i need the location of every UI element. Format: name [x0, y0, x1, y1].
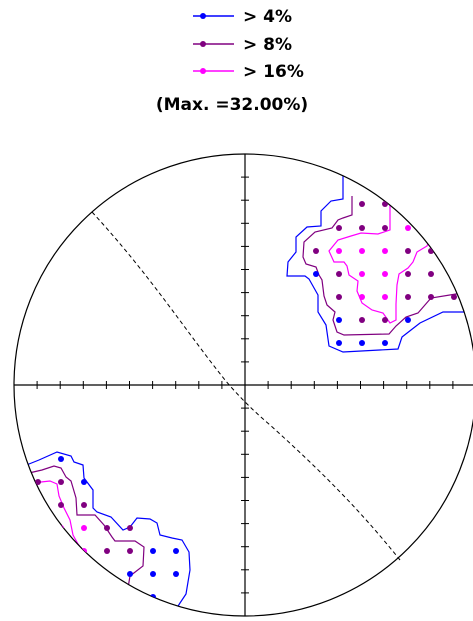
data-point: [104, 548, 110, 554]
legend-dot-purple: [200, 41, 206, 47]
data-point: [405, 294, 411, 300]
data-point: [359, 294, 365, 300]
data-point: [405, 317, 411, 323]
data-point: [81, 525, 87, 531]
data-point: [127, 594, 133, 600]
data-point: [313, 271, 319, 277]
data-point: [58, 456, 64, 462]
data-point: [173, 548, 179, 554]
data-point: [382, 201, 388, 207]
data-point: [359, 248, 365, 254]
data-point: [336, 294, 342, 300]
data-point: [58, 479, 64, 485]
data-point: [150, 548, 156, 554]
data-point: [359, 340, 365, 346]
data-point: [428, 271, 434, 277]
legend-label-16: > 16%: [243, 62, 304, 82]
data-point: [336, 248, 342, 254]
data-point: [150, 571, 156, 577]
data-point: [382, 294, 388, 300]
legend-item-4: > 4%: [193, 7, 292, 27]
contour-high-lower-left: [14, 480, 85, 581]
legend-item-8: > 8%: [193, 35, 292, 55]
legend-dot-blue: [200, 13, 206, 19]
contour-low-lower-left: [14, 451, 191, 616]
data-point: [405, 248, 411, 254]
max-label: (Max. =32.00%): [156, 95, 308, 115]
data-point: [382, 340, 388, 346]
density-contours: [14, 176, 473, 616]
data-point: [428, 248, 434, 254]
data-point: [382, 225, 388, 231]
data-point: [428, 294, 434, 300]
data-point: [359, 271, 365, 277]
data-point: [127, 571, 133, 577]
data-point: [35, 479, 41, 485]
data-point: [382, 317, 388, 323]
data-points: [35, 201, 457, 600]
data-point: [382, 248, 388, 254]
data-point: [127, 525, 133, 531]
contour-mid-upper-right: [302, 196, 473, 336]
legend-dot-magenta: [200, 68, 206, 74]
data-point: [382, 271, 388, 277]
data-point: [359, 225, 365, 231]
data-point: [405, 225, 411, 231]
data-point: [359, 201, 365, 207]
axis-ticks: [36, 176, 454, 594]
data-point: [173, 571, 179, 577]
data-point: [35, 502, 41, 508]
data-point: [336, 225, 342, 231]
data-point: [336, 317, 342, 323]
data-point: [127, 548, 133, 554]
data-point: [405, 271, 411, 277]
contour-low-upper-right: [286, 176, 473, 353]
data-point: [58, 502, 64, 508]
data-point: [104, 525, 110, 531]
data-point: [336, 340, 342, 346]
data-point: [313, 248, 319, 254]
data-point: [81, 502, 87, 508]
contour-mid-lower-left: [14, 465, 145, 616]
legend-label-8: > 8%: [243, 35, 292, 55]
data-point: [336, 271, 342, 277]
legend-label-4: > 4%: [243, 7, 292, 27]
legend: > 4% > 8% > 16% (Max. =32.00%): [156, 7, 308, 115]
data-point: [359, 317, 365, 323]
legend-item-16: > 16%: [193, 62, 304, 82]
contour-high-upper-right: [328, 203, 434, 324]
data-point: [81, 479, 87, 485]
great-circle-dashed: [91, 211, 401, 561]
data-point: [451, 294, 457, 300]
